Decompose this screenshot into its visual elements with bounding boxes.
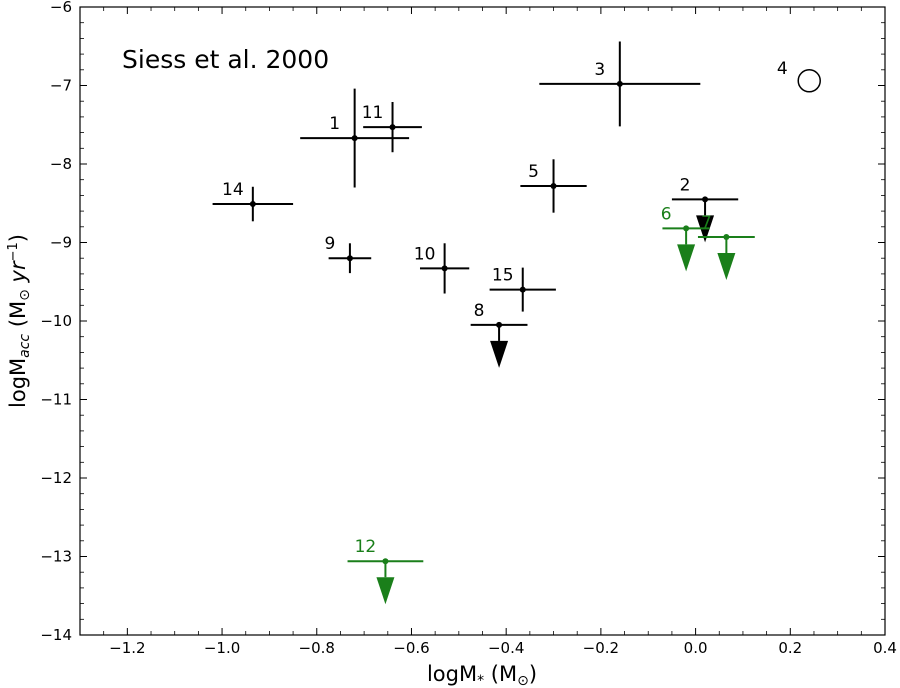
- x-tick-label: 0.0: [684, 639, 708, 657]
- data-point-15: 15: [489, 266, 556, 312]
- point-marker: [702, 196, 709, 203]
- point-label: 7: [701, 213, 712, 233]
- point-marker: [496, 321, 503, 328]
- y-axis-label: logMacc (M⊙ yr−1): [6, 234, 33, 408]
- point-label: 4: [777, 59, 788, 79]
- x-tick-label: −1.0: [204, 639, 240, 657]
- y-tick-label: −7: [50, 77, 72, 95]
- point-marker: [519, 286, 526, 293]
- point-marker: [723, 234, 730, 241]
- upper-limit-arrow: [490, 340, 509, 368]
- open-circle-marker: [797, 69, 821, 93]
- x-tick-label: −0.4: [488, 639, 524, 657]
- data-point-14: 14: [212, 180, 294, 222]
- point-marker: [616, 80, 623, 87]
- plot-frame: [79, 6, 886, 636]
- x-tick-label: 0.2: [778, 639, 802, 657]
- point-label: 10: [414, 244, 436, 264]
- y-tick-label: −12: [40, 469, 72, 487]
- data-point-4: 4: [777, 59, 821, 93]
- point-marker: [351, 135, 358, 142]
- point-marker: [441, 265, 448, 272]
- point-label: 9: [324, 234, 335, 254]
- point-label: 12: [355, 537, 377, 557]
- point-label: 2: [680, 175, 691, 195]
- y-tick-label: −11: [40, 391, 72, 409]
- x-axis-label: logM* (M⊙): [427, 662, 537, 688]
- data-point-11: 11: [362, 101, 422, 153]
- point-label: 3: [594, 60, 605, 80]
- point-label: 6: [661, 204, 672, 224]
- x-tick-label: −0.2: [583, 639, 619, 657]
- data-point-5: 5: [520, 159, 587, 213]
- point-label: 5: [528, 162, 539, 182]
- y-tick-label: −8: [50, 155, 72, 173]
- point-marker: [683, 225, 690, 232]
- data-point-1: 1: [300, 88, 410, 188]
- point-marker: [382, 558, 389, 565]
- point-marker: [389, 124, 396, 131]
- data-point-10: 10: [414, 243, 470, 294]
- point-label: 1: [329, 114, 340, 134]
- upper-limit-arrow: [677, 244, 696, 272]
- data-point-9: 9: [324, 234, 372, 274]
- y-tick-label: −13: [40, 548, 72, 566]
- y-tick-label: −6: [50, 0, 72, 16]
- point-label: 8: [474, 301, 485, 321]
- point-label: 11: [362, 103, 384, 123]
- x-tick-label: 0.4: [873, 639, 897, 657]
- point-marker: [346, 255, 353, 262]
- point-marker: [249, 201, 256, 208]
- y-tick-label: −10: [40, 312, 72, 330]
- data-point-7: 7: [697, 213, 755, 281]
- point-label: 15: [492, 266, 514, 286]
- axis-ticks: −1.2 −1.0 −0.8 −0.6 −0.4 −0.2 0.0 0.2 0.4 −14 −13 −…: [40, 0, 897, 657]
- data-point-8: 8: [470, 301, 528, 368]
- y-tick-label: −14: [40, 626, 72, 644]
- point-label: 14: [222, 180, 244, 200]
- upper-limit-arrow: [717, 253, 736, 281]
- data-point-12: 12: [347, 537, 424, 605]
- x-tick-label: −1.2: [109, 639, 145, 657]
- upper-limit-arrow: [376, 577, 395, 605]
- point-marker: [550, 182, 557, 189]
- chart-annotation: Siess et al. 2000: [122, 45, 329, 74]
- data-point-3: 3: [539, 41, 701, 127]
- y-tick-label: −9: [50, 234, 72, 252]
- data-point-6: 6: [661, 204, 710, 272]
- x-tick-label: −0.6: [393, 639, 429, 657]
- x-tick-label: −0.8: [299, 639, 335, 657]
